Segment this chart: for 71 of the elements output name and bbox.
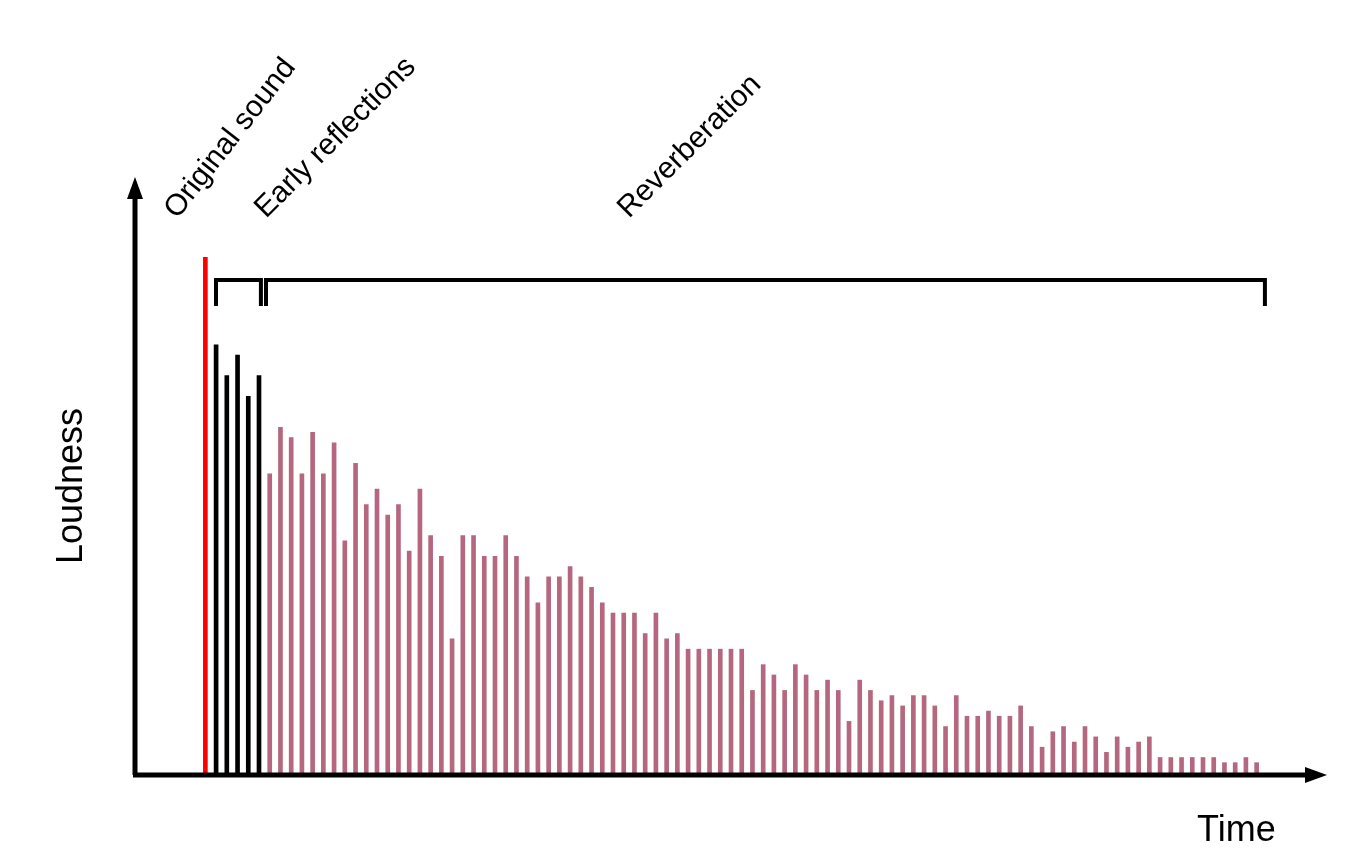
bar (599, 602, 605, 773)
bar (900, 705, 905, 773)
bar (1136, 741, 1141, 773)
bar (793, 664, 798, 773)
bar (760, 664, 766, 773)
bar (675, 633, 680, 773)
bar (353, 463, 358, 773)
bar (664, 638, 669, 773)
bar (406, 550, 412, 773)
bar (1189, 757, 1195, 773)
bar (868, 690, 873, 773)
bar (1222, 762, 1227, 773)
bar (342, 540, 348, 773)
bar (1061, 726, 1066, 773)
bar (932, 705, 938, 773)
bar (1168, 757, 1174, 773)
bar (1232, 762, 1238, 773)
bar (986, 710, 991, 773)
bar (996, 715, 1002, 773)
bar (503, 535, 509, 773)
bar (1211, 757, 1217, 773)
bar (310, 432, 315, 773)
bar (321, 473, 326, 773)
bar (278, 426, 283, 773)
bar (642, 633, 648, 773)
bar (835, 690, 841, 773)
bar (363, 504, 369, 773)
bar (589, 586, 594, 773)
bar (878, 700, 884, 773)
bar (1179, 757, 1184, 773)
bar (632, 612, 637, 773)
bar (1254, 762, 1259, 773)
bar (385, 514, 391, 773)
bar (1029, 726, 1034, 773)
bar (943, 726, 948, 773)
bar (953, 695, 959, 773)
bar (288, 437, 294, 773)
bar (1050, 731, 1056, 773)
bar (460, 535, 466, 773)
bar (439, 555, 444, 773)
bar (750, 690, 755, 773)
bar (203, 257, 208, 773)
bar (1071, 741, 1077, 773)
x-axis-title: Time (1197, 808, 1276, 850)
bar (524, 576, 530, 773)
bar (1018, 705, 1023, 773)
bar (514, 555, 519, 773)
bar (717, 648, 723, 773)
bar (707, 648, 712, 773)
bar (471, 535, 476, 773)
y-axis-title: Loudness (49, 406, 91, 567)
bar (739, 648, 745, 773)
bar (857, 679, 863, 773)
bar (546, 576, 551, 773)
bar (1114, 736, 1120, 773)
bar (621, 612, 627, 773)
bar (825, 679, 830, 773)
bar (782, 690, 787, 773)
bar (1104, 752, 1109, 773)
bar (814, 690, 820, 773)
bar (1147, 736, 1152, 773)
bar (1093, 736, 1099, 773)
bar (911, 695, 916, 773)
bar (557, 576, 562, 773)
bar (396, 504, 401, 773)
bar (696, 648, 702, 773)
bar (975, 715, 981, 773)
bar (481, 555, 487, 773)
bar (428, 535, 433, 773)
bar (267, 473, 273, 773)
bar (578, 576, 584, 773)
